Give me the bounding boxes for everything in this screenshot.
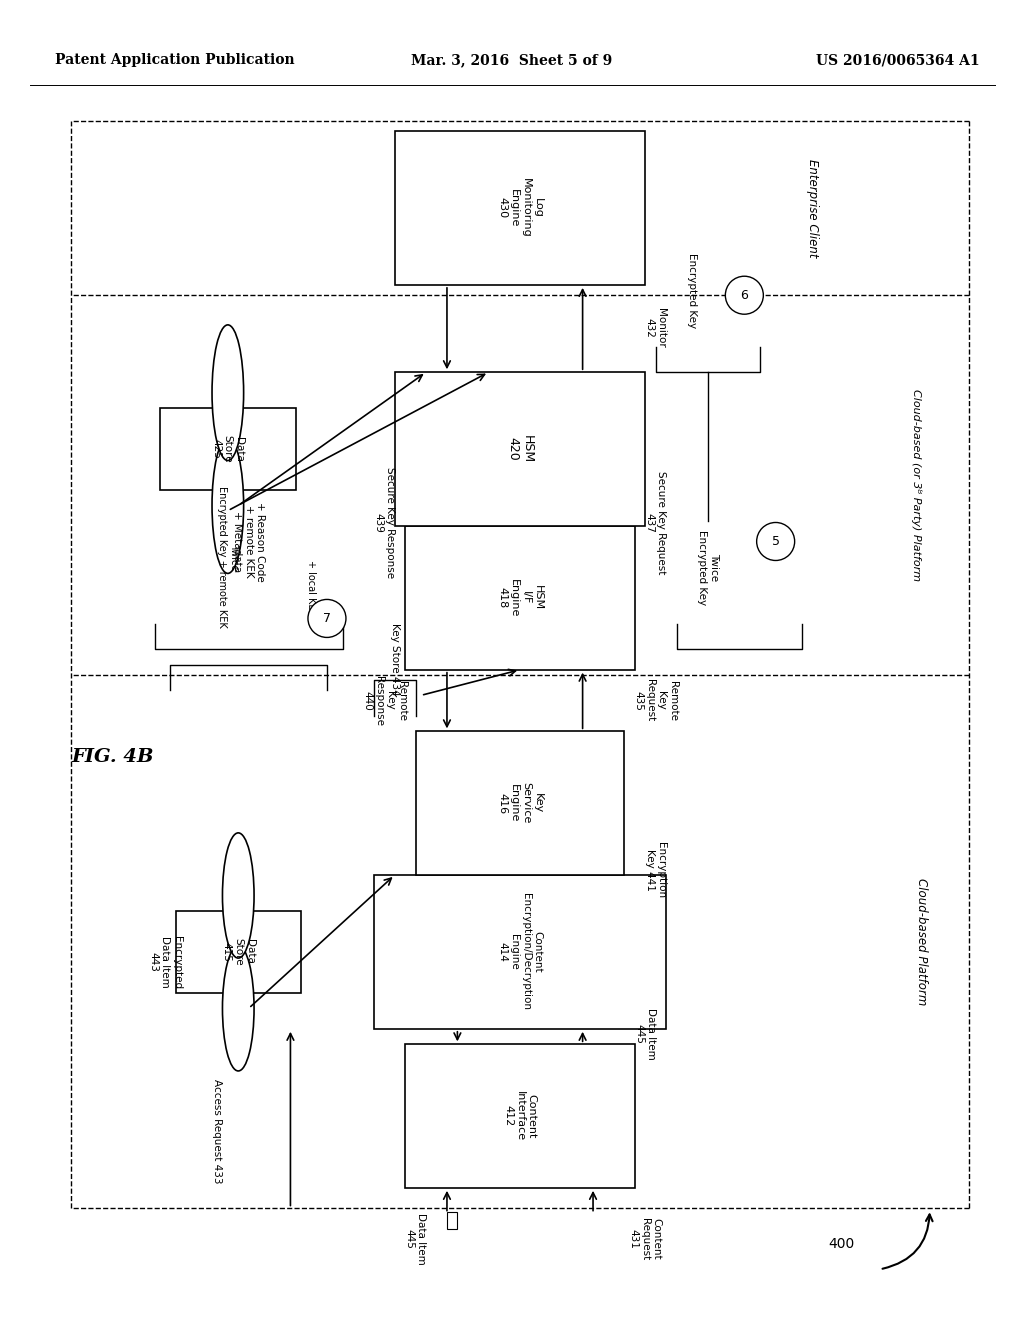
Text: Content
Request
431: Content Request 431: [629, 1218, 662, 1261]
Text: Cloud-based Platform: Cloud-based Platform: [915, 878, 928, 1006]
Ellipse shape: [212, 438, 244, 573]
Bar: [447, 1212, 457, 1229]
Text: Access Request 433: Access Request 433: [212, 1080, 222, 1184]
Bar: [416, 731, 625, 875]
Text: Remote
Key
Request
435: Remote Key Request 435: [633, 680, 678, 722]
Text: 6: 6: [740, 289, 749, 302]
Bar: [374, 875, 666, 1028]
Text: HSM
I/F
Engine
418: HSM I/F Engine 418: [498, 578, 543, 618]
Text: Content
Encryption/Decryption
Engine
414: Content Encryption/Decryption Engine 414: [498, 894, 543, 1010]
Text: Remote
Key
Response
440: Remote Key Response 440: [361, 676, 407, 726]
Bar: [406, 527, 635, 669]
Text: Mar. 3, 2016  Sheet 5 of 9: Mar. 3, 2016 Sheet 5 of 9: [412, 53, 612, 67]
Text: Twice
Encrypted Key + remote KEK: Twice Encrypted Key + remote KEK: [217, 486, 239, 628]
Text: Key
Service
Engine
416: Key Service Engine 416: [498, 783, 543, 824]
Text: Encrypted
Data Item
443: Encrypted Data Item 443: [148, 936, 182, 989]
Text: Enterprise Client: Enterprise Client: [806, 158, 818, 257]
Text: Log
Monitoring
Engine
430: Log Monitoring Engine 430: [498, 178, 543, 238]
Text: FIG. 4B: FIG. 4B: [72, 748, 155, 766]
Text: 7: 7: [323, 612, 331, 624]
Text: Encryption
Key 441: Encryption Key 441: [645, 842, 667, 898]
Bar: [406, 1044, 635, 1188]
Text: Twice
Encrypted Key: Twice Encrypted Key: [697, 529, 719, 605]
Circle shape: [757, 523, 795, 561]
Bar: [160, 408, 296, 490]
Circle shape: [308, 599, 346, 638]
Bar: [395, 372, 645, 527]
Text: + Reason Code
+ remote KEK
+ Metadata: + Reason Code + remote KEK + Metadata: [232, 502, 265, 581]
Circle shape: [725, 276, 763, 314]
Text: Monitor
432: Monitor 432: [645, 308, 667, 348]
Text: Data
Store
425: Data Store 425: [211, 436, 245, 463]
Text: 400: 400: [828, 1237, 855, 1251]
Text: Key Store 434: Key Store 434: [390, 623, 399, 696]
Text: US 2016/0065364 A1: US 2016/0065364 A1: [816, 53, 980, 67]
Text: Cloud-based (or 3ᴽ Party) Platform: Cloud-based (or 3ᴽ Party) Platform: [911, 389, 922, 581]
Text: HSM
420: HSM 420: [506, 436, 534, 463]
Text: Secure Key Response
439: Secure Key Response 439: [374, 467, 395, 578]
Ellipse shape: [212, 325, 244, 461]
Text: Data Item
445: Data Item 445: [404, 1213, 426, 1265]
Bar: [395, 131, 645, 285]
Text: Data
Store
415: Data Store 415: [221, 939, 255, 966]
Ellipse shape: [222, 833, 254, 958]
Bar: [176, 911, 301, 993]
Ellipse shape: [222, 945, 254, 1071]
Text: Data Item
445: Data Item 445: [635, 1008, 656, 1060]
Text: Secure Key Request
437: Secure Key Request 437: [645, 471, 667, 574]
Text: Encrypted Key: Encrypted Key: [687, 252, 697, 327]
FancyArrowPatch shape: [883, 1214, 933, 1269]
Text: Content
Interface
412: Content Interface 412: [504, 1092, 537, 1142]
Text: Patent Application Publication: Patent Application Publication: [55, 53, 295, 67]
Text: + local KEK: + local KEK: [306, 560, 316, 615]
Text: 5: 5: [772, 535, 779, 548]
